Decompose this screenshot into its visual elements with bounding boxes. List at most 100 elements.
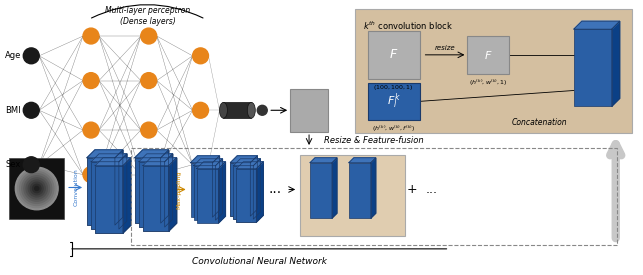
Bar: [310, 163, 332, 218]
Ellipse shape: [219, 102, 228, 118]
Text: Convolutional Neural Network: Convolutional Neural Network: [192, 257, 327, 266]
Text: Age: Age: [5, 51, 22, 60]
Polygon shape: [165, 154, 173, 227]
Circle shape: [23, 48, 39, 64]
Text: Max-pooling: Max-pooling: [176, 170, 181, 209]
Bar: [190, 163, 212, 217]
Text: $F_l^k$: $F_l^k$: [386, 92, 401, 111]
Circle shape: [141, 167, 157, 183]
Circle shape: [35, 186, 39, 191]
Polygon shape: [95, 158, 131, 166]
Polygon shape: [139, 154, 173, 162]
Bar: [87, 158, 115, 225]
Circle shape: [83, 167, 99, 183]
Circle shape: [20, 172, 54, 205]
Polygon shape: [143, 158, 177, 166]
Bar: [197, 169, 219, 223]
Bar: [131, 148, 617, 245]
Polygon shape: [197, 162, 226, 169]
Circle shape: [24, 176, 50, 201]
Bar: [194, 166, 215, 220]
Circle shape: [141, 122, 157, 138]
Bar: [368, 31, 420, 79]
Bar: [91, 162, 119, 229]
Bar: [95, 166, 123, 233]
Text: $(h^{(k)}, w^{(k)}, 1)$: $(h^{(k)}, w^{(k)}, 1)$: [469, 78, 507, 88]
Text: $k^{th}$ convolution block: $k^{th}$ convolution block: [363, 19, 453, 32]
Polygon shape: [91, 154, 127, 162]
Polygon shape: [230, 156, 257, 163]
Bar: [230, 163, 250, 216]
Bar: [467, 36, 509, 74]
Polygon shape: [611, 21, 620, 106]
Polygon shape: [219, 162, 226, 223]
Circle shape: [23, 102, 39, 118]
Polygon shape: [349, 158, 376, 163]
Polygon shape: [233, 159, 260, 166]
Polygon shape: [371, 158, 376, 218]
Polygon shape: [253, 159, 260, 219]
Bar: [300, 155, 404, 236]
Polygon shape: [237, 162, 263, 169]
Text: $F$: $F$: [389, 48, 399, 61]
Circle shape: [192, 48, 208, 64]
Bar: [237, 169, 257, 222]
Bar: [139, 162, 165, 227]
Text: ...: ...: [426, 183, 437, 196]
Polygon shape: [143, 158, 177, 166]
Polygon shape: [87, 150, 123, 158]
Text: $(h^{(k)}, w^{(k)}, f^{(k)})$: $(h^{(k)}, w^{(k)}, f^{(k)})$: [372, 124, 415, 134]
Polygon shape: [123, 158, 131, 233]
Bar: [355, 9, 631, 133]
Text: Resize & Feature-fusion: Resize & Feature-fusion: [324, 136, 424, 145]
Bar: [91, 162, 119, 229]
Bar: [95, 166, 123, 233]
Polygon shape: [215, 159, 222, 220]
Text: Multi-layer perceptron
(Dense layers): Multi-layer perceptron (Dense layers): [105, 6, 190, 26]
Bar: [87, 158, 115, 225]
Bar: [237, 169, 257, 222]
Polygon shape: [87, 150, 123, 158]
Bar: [349, 163, 371, 218]
Circle shape: [23, 157, 39, 173]
Polygon shape: [123, 158, 131, 233]
Polygon shape: [115, 150, 123, 225]
Text: resize: resize: [435, 45, 456, 51]
Polygon shape: [95, 158, 131, 166]
Polygon shape: [91, 154, 127, 162]
Bar: [143, 166, 168, 231]
Polygon shape: [332, 158, 337, 218]
Circle shape: [192, 102, 208, 118]
Polygon shape: [257, 162, 263, 222]
Bar: [143, 166, 168, 231]
Bar: [10, 158, 64, 219]
Polygon shape: [230, 156, 257, 163]
Bar: [230, 163, 250, 216]
Bar: [135, 158, 161, 223]
Circle shape: [141, 73, 157, 89]
Text: BMI: BMI: [5, 106, 21, 115]
Bar: [139, 162, 165, 227]
Ellipse shape: [248, 102, 255, 118]
Bar: [223, 102, 251, 118]
Text: Concatenation: Concatenation: [511, 118, 567, 127]
Polygon shape: [212, 156, 219, 217]
Circle shape: [15, 167, 58, 210]
Polygon shape: [250, 156, 257, 216]
Polygon shape: [161, 150, 168, 223]
Polygon shape: [194, 159, 222, 166]
Polygon shape: [165, 154, 173, 227]
Polygon shape: [250, 156, 257, 216]
Polygon shape: [168, 158, 177, 231]
Polygon shape: [139, 154, 173, 162]
Circle shape: [83, 28, 99, 44]
Polygon shape: [115, 150, 123, 225]
Polygon shape: [135, 150, 168, 158]
Bar: [233, 166, 253, 219]
Polygon shape: [253, 159, 260, 219]
Polygon shape: [574, 21, 620, 29]
Polygon shape: [135, 150, 168, 158]
Text: ...: ...: [269, 183, 282, 196]
Polygon shape: [237, 162, 263, 169]
Circle shape: [192, 157, 208, 173]
